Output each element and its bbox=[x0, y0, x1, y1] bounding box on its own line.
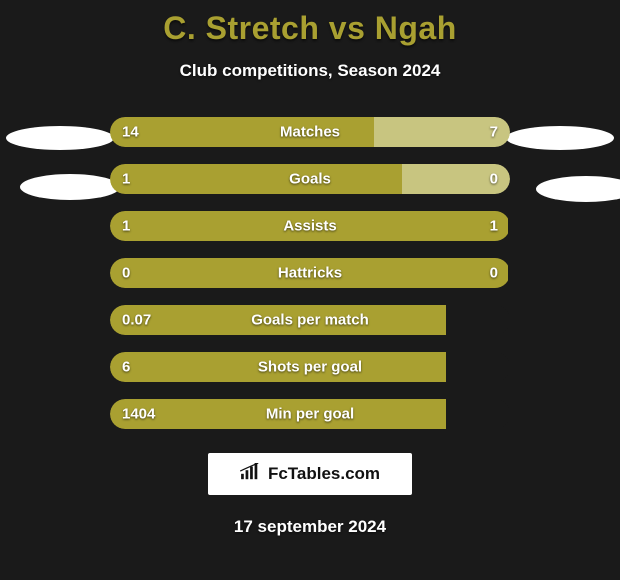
stat-bars: 14 Matches 7 1 Goals 0 1 Assists 1 0 Hattricks 0 0.0… bbox=[110, 117, 510, 429]
stat-bar-label: Matches bbox=[280, 124, 340, 141]
page-subtitle: Club competitions, Season 2024 bbox=[180, 61, 441, 81]
stat-bar-left-value: 14 bbox=[122, 124, 139, 141]
stat-bar-right-value: 0 bbox=[490, 265, 498, 282]
stat-bar-right-fill bbox=[446, 399, 510, 429]
decor-ellipse-right-1 bbox=[506, 126, 614, 150]
stat-bar-label: Goals per match bbox=[251, 312, 369, 329]
stat-bar-label: Assists bbox=[283, 218, 336, 235]
stat-bar-label: Hattricks bbox=[278, 265, 342, 282]
stat-bar-left-value: 1 bbox=[122, 171, 130, 188]
stat-bar: 1404 Min per goal bbox=[110, 399, 510, 429]
decor-ellipse-left-1 bbox=[6, 126, 114, 150]
page-title: C. Stretch vs Ngah bbox=[163, 10, 457, 47]
comparison-card: C. Stretch vs Ngah Club competitions, Se… bbox=[0, 0, 620, 580]
stat-bar-left-fill bbox=[110, 164, 402, 194]
stat-bar-left-value: 0.07 bbox=[122, 312, 151, 329]
source-badge-text: FcTables.com bbox=[268, 464, 380, 484]
stat-bar: 6 Shots per goal bbox=[110, 352, 510, 382]
stat-bar: 0.07 Goals per match bbox=[110, 305, 510, 335]
stat-bar-right-fill bbox=[446, 352, 510, 382]
stat-bar-right-fill bbox=[446, 305, 510, 335]
stat-bar-label: Goals bbox=[289, 171, 331, 188]
stat-bar-left-value: 1 bbox=[122, 218, 130, 235]
decor-ellipse-left-2 bbox=[20, 174, 120, 200]
decor-ellipse-right-2 bbox=[536, 176, 620, 202]
stat-bar-right-fill bbox=[508, 258, 510, 288]
stat-bar-left-value: 6 bbox=[122, 359, 130, 376]
stat-bar-right-value: 7 bbox=[490, 124, 498, 141]
source-badge[interactable]: FcTables.com bbox=[208, 453, 412, 495]
chart-bars-icon bbox=[240, 463, 262, 486]
stat-bar-label: Shots per goal bbox=[258, 359, 362, 376]
stat-bar-label: Min per goal bbox=[266, 406, 354, 423]
stat-bar-right-value: 1 bbox=[490, 218, 498, 235]
stat-bar-right-value: 0 bbox=[490, 171, 498, 188]
stat-bar: 14 Matches 7 bbox=[110, 117, 510, 147]
stat-bar-left-value: 0 bbox=[122, 265, 130, 282]
stat-bar-right-fill bbox=[508, 211, 510, 241]
footer-date: 17 september 2024 bbox=[234, 517, 386, 537]
stat-bar: 1 Goals 0 bbox=[110, 164, 510, 194]
stat-bar-left-value: 1404 bbox=[122, 406, 155, 423]
stat-bar: 0 Hattricks 0 bbox=[110, 258, 510, 288]
stat-bar: 1 Assists 1 bbox=[110, 211, 510, 241]
